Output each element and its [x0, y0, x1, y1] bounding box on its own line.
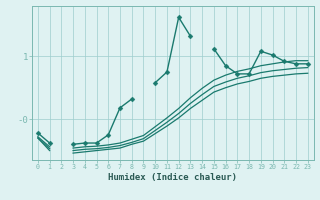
X-axis label: Humidex (Indice chaleur): Humidex (Indice chaleur) — [108, 173, 237, 182]
